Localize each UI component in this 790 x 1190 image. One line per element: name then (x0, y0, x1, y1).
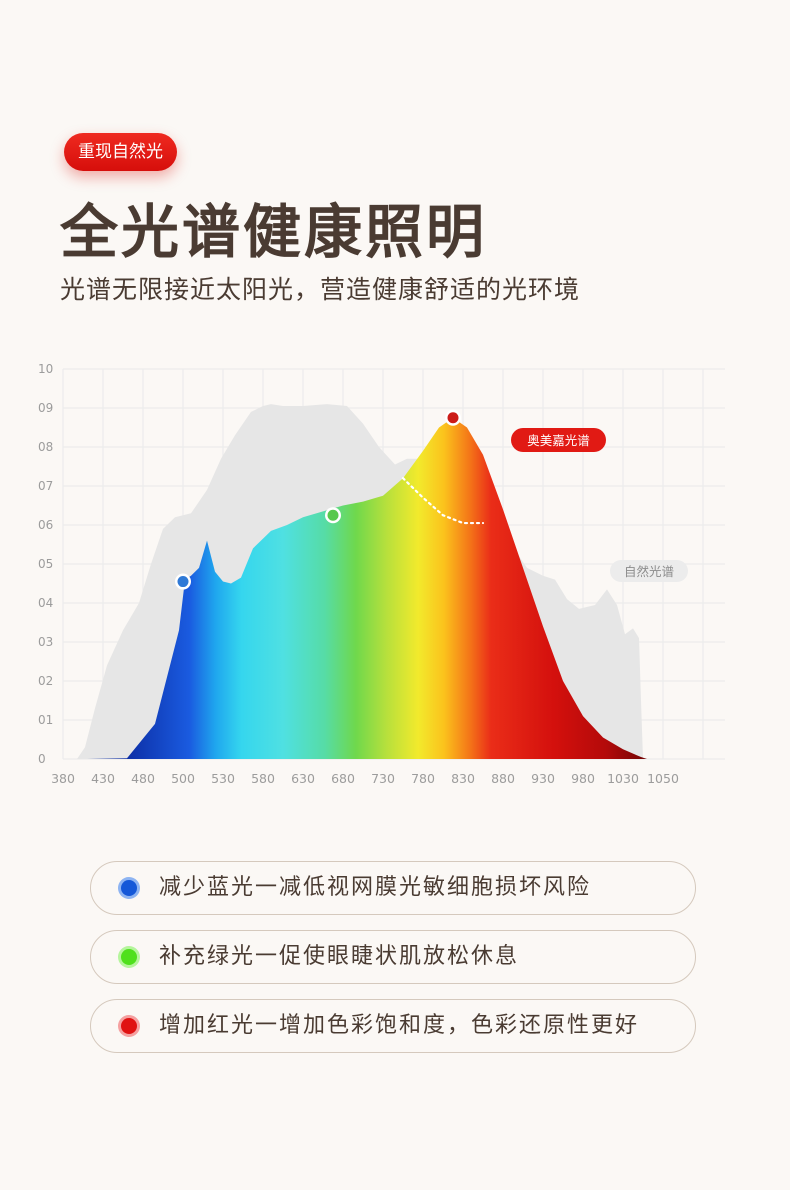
y-tick-label: 01 (38, 713, 53, 727)
red-dot-icon (121, 1018, 137, 1034)
product-spectrum-area (63, 417, 647, 759)
y-tick-label: 03 (38, 635, 53, 649)
x-tick-label: 980 (571, 771, 595, 786)
x-tick-label: 580 (251, 771, 275, 786)
product-spectrum-label-pill (511, 428, 606, 452)
badge-label: 重现自然光 (64, 133, 177, 171)
green-dot-icon (121, 949, 137, 965)
y-tick-label: 05 (38, 557, 53, 571)
x-tick-label: 830 (451, 771, 475, 786)
product-spectrum-label: 奥美嘉光谱 (527, 433, 590, 448)
feature-green-light: 补充绿光一促使眼睫状肌放松休息 (90, 930, 696, 984)
natural-spectrum-label: 自然光谱 (624, 564, 674, 579)
x-tick-label: 530 (211, 771, 235, 786)
marker-dot (327, 509, 339, 521)
y-tick-label: 09 (38, 401, 53, 415)
feature-text: 增加红光一增加色彩饱和度，色彩还原性更好 (159, 1013, 640, 1038)
blue-dot-icon (121, 880, 137, 896)
feature-text: 补充绿光一促使眼睫状肌放松休息 (159, 944, 520, 969)
x-tick-label: 730 (371, 771, 395, 786)
y-tick-label: 07 (38, 479, 53, 493)
x-tick-label: 430 (91, 771, 115, 786)
natural-spectrum-label-pill (610, 560, 688, 582)
x-tick-label: 780 (411, 771, 435, 786)
feature-text: 减少蓝光一减低视网膜光敏细胞损坏风险 (159, 875, 592, 900)
y-tick-label: 08 (38, 440, 53, 454)
x-tick-label: 880 (491, 771, 515, 786)
x-tick-label: 930 (531, 771, 555, 786)
y-tick-label: 02 (38, 674, 53, 688)
x-tick-label: 500 (171, 771, 195, 786)
page-title: 全光谱健康照明 (60, 198, 488, 266)
x-tick-label: 480 (131, 771, 155, 786)
feature-blue-light: 减少蓝光一减低视网膜光敏细胞损坏风险 (90, 861, 696, 915)
page-subtitle: 光谱无限接近太阳光，营造健康舒适的光环境 (60, 275, 581, 304)
x-tick-label: 1050 (647, 771, 679, 786)
spectrum-chart-svg: 0 01 02 03 04 05 06 07 08 09 10 380 430 480 500 530 580 6… (38, 362, 725, 786)
y-tick-label: 10 (38, 362, 53, 376)
x-tick-label: 1030 (607, 771, 639, 786)
y-tick-label: 06 (38, 518, 53, 532)
x-tick-label: 680 (331, 771, 355, 786)
y-tick-label: 04 (38, 596, 53, 610)
y-tick-label: 0 (38, 752, 46, 766)
marker-dot (447, 412, 459, 424)
feature-red-light: 增加红光一增加色彩饱和度，色彩还原性更好 (90, 999, 696, 1053)
x-tick-label: 380 (51, 771, 75, 786)
spectrum-chart: 0 01 02 03 04 05 06 07 08 09 10 380 430 480 500 530 580 6… (0, 350, 790, 800)
x-tick-label: 630 (291, 771, 315, 786)
natural-spectrum-dashed-line (401, 477, 485, 525)
marker-dot (177, 576, 189, 588)
